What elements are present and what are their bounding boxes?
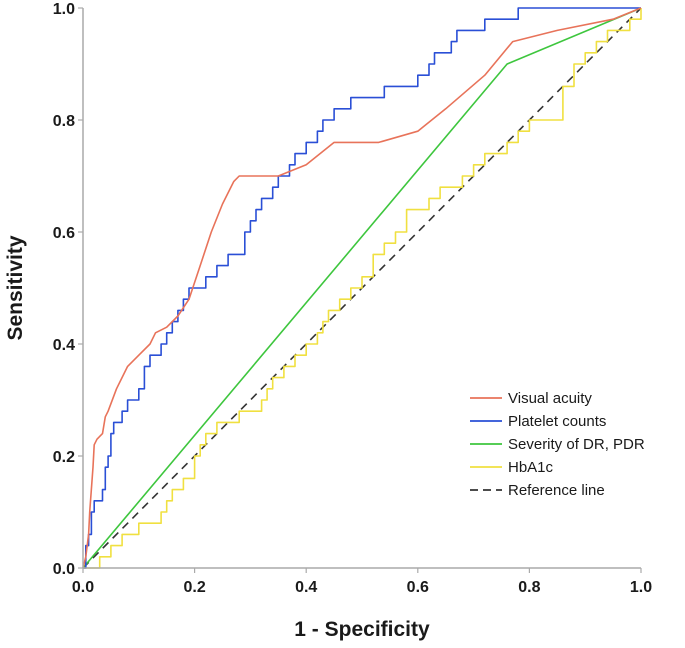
axes-layer [82,8,641,569]
y-tick-label: 1.0 [53,1,75,18]
legend: Visual acuity Platelet counts Severity of … [470,390,645,499]
legend-label: Severity of DR, PDR [508,436,645,453]
x-tick-label: 0.0 [72,579,94,596]
x-tick-label: 0.4 [295,579,317,596]
x-axis-title: 1 - Specificity [294,618,430,641]
y-axis-title: Sensitivity [4,235,27,340]
y-tick-label: 0.6 [53,225,75,242]
x-tick-label: 0.8 [518,579,540,596]
ticks-layer: 0.0 0.2 0.4 0.6 0.8 1.0 0.0 0.2 0.4 0.6 0.8 1.0 [53,1,652,596]
series-line-platelet-counts [83,7,641,569]
x-tick-label: 1.0 [630,579,652,596]
x-tick-label: 0.6 [407,579,429,596]
legend-label: Visual acuity [508,390,592,407]
y-tick-label: 0.4 [53,337,75,354]
series-line-severity-of-dr-pdr [82,7,642,569]
y-tick-label: 0.0 [53,561,75,578]
legend-label: HbA1c [508,459,554,476]
series-line-hba1c [83,8,642,569]
legend-label: Platelet counts [508,413,606,430]
series-line-visual-acuity [82,7,642,569]
x-tick-label: 0.2 [183,579,205,596]
y-tick-label: 0.8 [53,113,75,130]
y-tick-label: 0.2 [53,449,75,466]
legend-label: Reference line [508,482,605,499]
series-layer [82,7,642,569]
